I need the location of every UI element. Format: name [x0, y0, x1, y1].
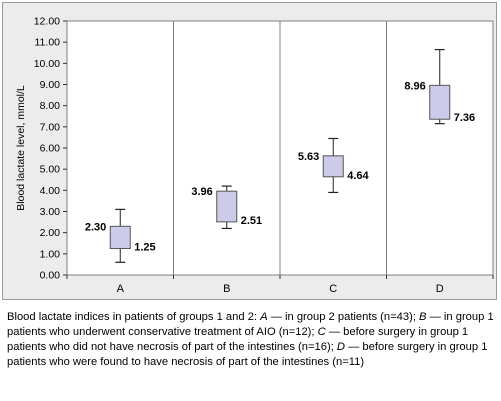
box-D: 8.96 7.36 — [404, 48, 475, 125]
y-tick-label: 0.00 — [40, 270, 61, 282]
boxes-layer: 2.30 1.25 3.96 2.51 5.63 4.64 8.96 7.36 — [85, 48, 475, 263]
grid-lines — [173, 21, 387, 275]
y-tick-label: 5.00 — [40, 164, 61, 176]
caption-b-letter: B — [419, 311, 427, 323]
y-tick-label: 11.00 — [35, 37, 61, 49]
box-lower-label: 4.64 — [347, 170, 369, 182]
box-body — [216, 190, 238, 223]
chart-frame: 0.00 1.00 2.00 3.00 4.00 5.00 6.00 7.00 8.00 9.00… — [2, 2, 497, 300]
y-axis-ticks: 0.00 1.00 2.00 3.00 4.00 5.00 6.00 7.00 8.00 9.00… — [34, 16, 67, 282]
box-A: 2.30 1.25 — [85, 208, 156, 263]
box-plot-chart: 0.00 1.00 2.00 3.00 4.00 5.00 6.00 7.00 8.00 9.00… — [15, 16, 494, 295]
x-tick-label: D — [436, 283, 444, 295]
y-tick-label: 9.00 — [40, 79, 61, 91]
box-lower-label: 7.36 — [454, 112, 475, 124]
x-axis-ticks: A B C D — [66, 275, 494, 295]
x-tick-label: A — [117, 283, 125, 295]
box-body — [109, 225, 131, 250]
y-tick-label: 6.00 — [40, 143, 61, 155]
box-body — [429, 84, 451, 120]
caption-d-letter: D — [336, 341, 346, 353]
caption-d-text: — before surgery in group 1 patients who… — [7, 341, 488, 368]
x-tick-label: C — [329, 283, 337, 295]
y-axis-label: Blood lactate level, mmol/L — [15, 85, 27, 211]
y-tick-label: 2.00 — [40, 227, 61, 239]
y-tick-label: 1.00 — [40, 248, 61, 260]
figure-caption: Blood lactate indices in patients of gro… — [7, 310, 495, 370]
box-C: 5.63 4.64 — [298, 137, 370, 194]
caption-c-letter: C — [317, 326, 326, 338]
y-tick-label: 3.00 — [40, 206, 61, 218]
y-tick-label: 7.00 — [40, 121, 61, 133]
caption-a-text: — in group 2 patients (n=43); — [267, 311, 420, 323]
box-upper-label: 8.96 — [404, 80, 425, 92]
box-upper-label: 2.30 — [85, 221, 106, 233]
box-upper-label: 5.63 — [298, 151, 319, 163]
y-tick-label: 10.00 — [34, 58, 60, 70]
box-body — [322, 155, 344, 178]
y-tick-label: 8.00 — [40, 100, 61, 112]
caption-b-text: — in group 1 patients who underwent cons… — [7, 311, 494, 338]
caption-intro: Blood lactate indices in patients of gro… — [7, 311, 261, 323]
caption-a-letter: A — [260, 311, 268, 323]
box-B: 3.96 2.51 — [191, 185, 262, 230]
box-upper-label: 3.96 — [191, 186, 212, 198]
x-tick-label: B — [223, 283, 230, 295]
y-tick-label: 12.00 — [34, 16, 60, 28]
box-lower-label: 2.51 — [241, 215, 262, 227]
y-tick-label: 4.00 — [40, 185, 61, 197]
caption-c-text: — before surgery in group 1 patients who… — [7, 326, 469, 353]
box-lower-label: 1.25 — [134, 242, 155, 254]
